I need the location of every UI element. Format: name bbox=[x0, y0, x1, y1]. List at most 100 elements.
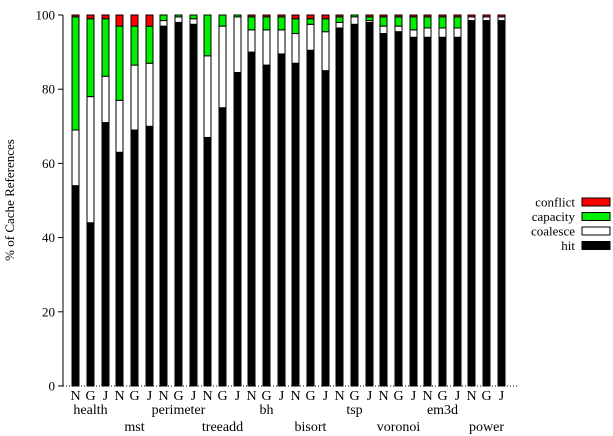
variant-label: G bbox=[349, 389, 359, 404]
bar-segment-coalesce bbox=[409, 29, 418, 38]
bar-segment-capacity bbox=[115, 25, 124, 101]
stacked-bar bbox=[379, 14, 388, 387]
bar-segment-conflict bbox=[262, 14, 271, 18]
bar-segment-hit bbox=[467, 20, 476, 387]
bar-segment-capacity bbox=[453, 16, 462, 29]
bar-segment-coalesce bbox=[145, 62, 154, 127]
bar-segment-hit bbox=[71, 185, 80, 387]
bar-segment-capacity bbox=[262, 16, 271, 31]
stacked-bar bbox=[423, 14, 432, 387]
legend-label: capacity bbox=[532, 209, 576, 224]
bar-segment-hit bbox=[115, 151, 124, 387]
stacked-bar bbox=[438, 14, 447, 387]
bar-segment-conflict bbox=[438, 14, 447, 18]
legend-item-capacity: capacity bbox=[532, 209, 611, 224]
stacked-bar bbox=[482, 14, 491, 387]
bar-segment-coalesce bbox=[101, 75, 110, 124]
bar-segment-hit bbox=[101, 122, 110, 387]
variant-label: G bbox=[481, 389, 491, 404]
bar-group-bh: N G Jbh bbox=[246, 14, 286, 418]
variant-label: N bbox=[334, 389, 344, 404]
bar-segment-hit bbox=[203, 136, 212, 387]
bar-segment-coalesce bbox=[379, 25, 388, 35]
bar-segment-conflict bbox=[145, 14, 154, 27]
bar-segment-conflict bbox=[365, 14, 374, 18]
benchmark-label: em3d bbox=[427, 403, 458, 418]
bar-segment-coalesce bbox=[482, 16, 491, 22]
bar-segment-hit bbox=[335, 27, 344, 387]
bar-segment-hit bbox=[306, 49, 315, 387]
variant-label: G bbox=[217, 389, 227, 404]
variant-label: N bbox=[246, 389, 256, 404]
bar-segment-coalesce bbox=[159, 20, 168, 27]
bar-segment-capacity bbox=[233, 14, 242, 18]
bar-segment-hit bbox=[130, 129, 139, 387]
legend-swatch-conflict bbox=[581, 197, 611, 207]
bar-segment-coalesce bbox=[247, 29, 256, 53]
stacked-bar bbox=[467, 14, 476, 387]
bar-segment-capacity bbox=[189, 14, 198, 20]
bar-segment-coalesce bbox=[467, 16, 476, 22]
variant-label: G bbox=[129, 389, 139, 404]
variant-label: G bbox=[305, 389, 315, 404]
bar-segment-capacity bbox=[409, 16, 418, 31]
stacked-bar bbox=[174, 14, 183, 387]
bar-segment-hit bbox=[174, 21, 183, 387]
bar-segment-hit bbox=[277, 53, 286, 387]
bar-segment-coalesce bbox=[394, 25, 403, 33]
bar-segment-capacity bbox=[101, 18, 110, 77]
legend-item-hit: hit bbox=[561, 238, 611, 253]
benchmark-label: mst bbox=[124, 420, 144, 435]
benchmark-label: treeadd bbox=[202, 420, 243, 435]
variant-label: J bbox=[499, 389, 505, 404]
stacked-bar bbox=[130, 14, 139, 387]
bar-segment-conflict bbox=[321, 14, 330, 20]
stacked-bar bbox=[453, 14, 462, 387]
bar-segment-capacity bbox=[365, 16, 374, 22]
bar-segment-conflict bbox=[482, 14, 491, 18]
variant-label: N bbox=[202, 389, 212, 404]
bar-segment-capacity bbox=[145, 25, 154, 64]
legend-label: conflict bbox=[535, 195, 575, 210]
benchmark-label: health bbox=[73, 403, 107, 418]
bar-segment-coalesce bbox=[262, 29, 271, 66]
bar-segment-hit bbox=[218, 107, 227, 387]
bar-segment-hit bbox=[247, 51, 256, 387]
benchmark-label: bh bbox=[260, 403, 274, 418]
stacked-bar bbox=[262, 14, 271, 387]
stacked-bar bbox=[233, 14, 242, 387]
y-tick-label: 40 bbox=[42, 230, 55, 245]
bar-segment-hit bbox=[423, 36, 432, 387]
variant-label: J bbox=[411, 389, 417, 404]
variant-label: N bbox=[158, 389, 168, 404]
bar-segment-hit bbox=[497, 20, 506, 387]
stacked-bar bbox=[291, 14, 300, 387]
bar-segment-coalesce bbox=[218, 25, 227, 109]
bar-segment-hit bbox=[394, 31, 403, 387]
bar-segment-capacity bbox=[86, 18, 95, 98]
bar-segment-conflict bbox=[115, 14, 124, 27]
bar-segment-coalesce bbox=[335, 21, 344, 29]
stacked-bar bbox=[365, 14, 374, 387]
benchmark-label: power bbox=[469, 420, 504, 435]
stacked-bar bbox=[497, 14, 506, 387]
bar-segment-conflict bbox=[277, 14, 286, 18]
bar-segment-capacity bbox=[438, 16, 447, 29]
variant-label: J bbox=[103, 389, 109, 404]
y-tick-label: 80 bbox=[42, 82, 55, 97]
y-tick-label: 20 bbox=[42, 304, 55, 319]
bar-segment-coalesce bbox=[130, 64, 139, 131]
variant-label: G bbox=[393, 389, 403, 404]
y-axis-label: % of Cache References bbox=[2, 139, 17, 261]
stacked-bar bbox=[145, 14, 154, 387]
bar-segment-coalesce bbox=[86, 96, 95, 224]
bar-segment-conflict bbox=[71, 14, 80, 18]
bar-segment-coalesce bbox=[423, 27, 432, 38]
stacked-bar bbox=[321, 14, 330, 387]
stacked-bar bbox=[394, 14, 403, 387]
variant-label: N bbox=[378, 389, 388, 404]
stacked-bar bbox=[247, 14, 256, 387]
stacked-bar bbox=[189, 14, 198, 387]
